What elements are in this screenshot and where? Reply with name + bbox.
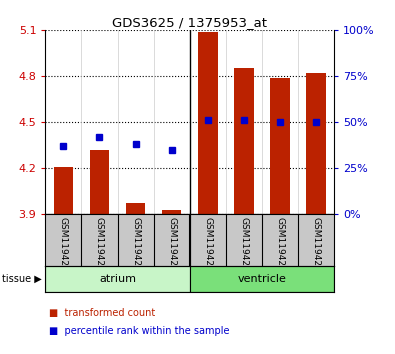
Text: GSM119422: GSM119422 <box>59 217 68 272</box>
Bar <box>306 73 325 214</box>
Text: ■  transformed count: ■ transformed count <box>49 308 156 318</box>
Bar <box>54 167 73 214</box>
Bar <box>90 150 109 214</box>
Text: ■  percentile rank within the sample: ■ percentile rank within the sample <box>49 326 230 336</box>
Bar <box>45 266 190 292</box>
Title: GDS3625 / 1375953_at: GDS3625 / 1375953_at <box>112 16 267 29</box>
Text: GSM119424: GSM119424 <box>131 217 140 272</box>
Text: tissue ▶: tissue ▶ <box>2 274 42 284</box>
Text: GSM119423: GSM119423 <box>95 217 104 272</box>
Text: GSM119427: GSM119427 <box>239 217 248 272</box>
Text: GSM119429: GSM119429 <box>311 217 320 272</box>
Text: GSM119425: GSM119425 <box>167 217 176 272</box>
Bar <box>126 204 145 214</box>
Bar <box>190 266 334 292</box>
Text: GSM119426: GSM119426 <box>203 217 212 272</box>
Text: GSM119428: GSM119428 <box>275 217 284 272</box>
Bar <box>270 78 290 214</box>
Bar <box>198 32 218 214</box>
Text: atrium: atrium <box>99 274 136 284</box>
Bar <box>234 68 254 214</box>
Bar <box>162 210 181 214</box>
Text: ventricle: ventricle <box>237 274 286 284</box>
